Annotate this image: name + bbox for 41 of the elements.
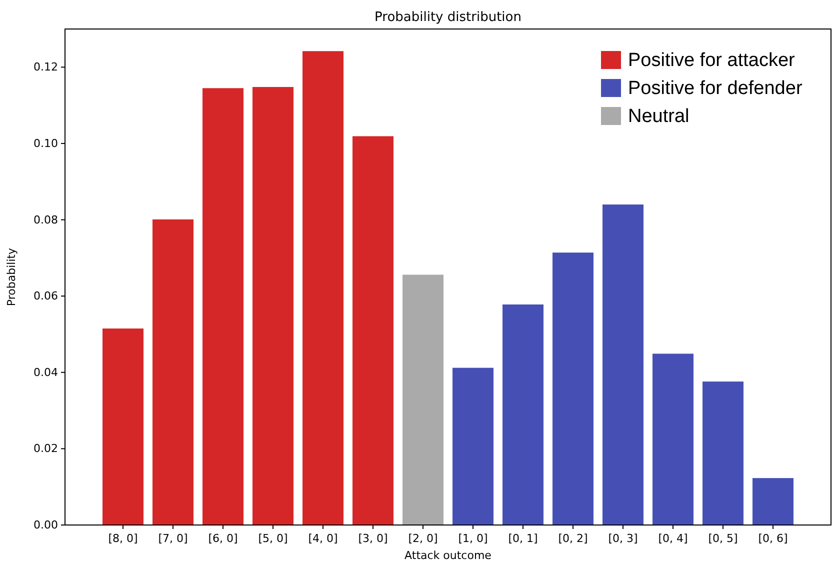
y-tick-label: 0.12 bbox=[34, 60, 58, 74]
bar bbox=[152, 219, 194, 525]
y-tick-label: 0.10 bbox=[34, 136, 58, 150]
bar bbox=[352, 136, 394, 525]
legend-label: Positive for defender bbox=[628, 78, 803, 99]
y-tick-label: 0.02 bbox=[34, 442, 58, 456]
bar bbox=[402, 274, 444, 525]
bar bbox=[702, 382, 744, 525]
y-axis-title: Probability bbox=[5, 247, 18, 306]
bar bbox=[752, 478, 794, 525]
y-tick-label: 0.00 bbox=[34, 518, 58, 532]
bar bbox=[652, 354, 694, 525]
x-tick-label: [0, 3] bbox=[608, 532, 638, 545]
x-tick-label: [1, 0] bbox=[458, 532, 488, 545]
x-tick-label: [0, 1] bbox=[508, 532, 538, 545]
y-tick-label: 0.06 bbox=[34, 290, 58, 303]
bar bbox=[252, 86, 294, 525]
x-tick-label: [0, 2] bbox=[558, 532, 588, 545]
x-tick-label: [7, 0] bbox=[158, 532, 188, 545]
x-tick-label: [0, 5] bbox=[708, 532, 738, 545]
x-tick-label: [0, 4] bbox=[658, 532, 688, 545]
y-tick-label: 0.08 bbox=[34, 213, 58, 226]
bar bbox=[302, 51, 344, 525]
x-tick-label: [8, 0] bbox=[108, 532, 138, 545]
x-tick-label: [0, 6] bbox=[758, 532, 788, 545]
bar bbox=[552, 252, 594, 525]
x-tick-label: [6, 0] bbox=[208, 532, 238, 545]
x-axis-title: Attack outcome bbox=[404, 549, 492, 562]
x-tick-label: [2, 0] bbox=[408, 532, 438, 545]
bar bbox=[502, 304, 544, 525]
legend-label: Neutral bbox=[628, 106, 690, 127]
y-tick-label: 0.04 bbox=[34, 366, 58, 379]
bar bbox=[452, 368, 494, 525]
legend-label: Positive for attacker bbox=[628, 50, 796, 71]
x-tick-label: [5, 0] bbox=[258, 532, 288, 545]
x-tick-label: [3, 0] bbox=[358, 532, 388, 545]
bar bbox=[102, 328, 144, 525]
bar bbox=[602, 204, 644, 525]
chart-title: Probability distribution bbox=[374, 10, 522, 25]
bar bbox=[202, 88, 244, 525]
x-tick-label: [4, 0] bbox=[308, 532, 338, 545]
